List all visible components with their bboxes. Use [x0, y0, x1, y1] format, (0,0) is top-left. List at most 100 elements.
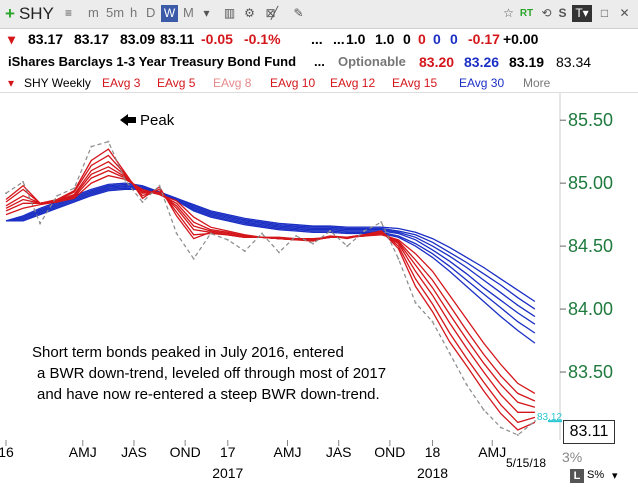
- price-point: [414, 301, 417, 304]
- price-point: [346, 245, 349, 248]
- legend-caret-icon[interactable]: ▾: [8, 76, 15, 90]
- price-point: [22, 180, 25, 183]
- y-tick-label: 84.50: [568, 236, 613, 256]
- blue-ema-group: [5, 182, 536, 344]
- x-axis: 16 AMJ JAS OND 17 AMJ JAS OND 18 AMJ 2017 2018: [0, 440, 506, 481]
- x-tick-label: 18: [425, 444, 441, 460]
- legend-eavg-8[interactable]: EAvg 8: [213, 76, 252, 90]
- scan-icon[interactable]: S: [558, 6, 567, 20]
- percent-button[interactable]: S%: [587, 469, 605, 481]
- prev-price: 83.34: [556, 54, 592, 70]
- price-point: [329, 230, 332, 232]
- series-line-red: [5, 174, 536, 394]
- close-icon[interactable]: ✕: [619, 6, 630, 20]
- price-point: [260, 232, 263, 235]
- series-line-price: [5, 140, 536, 436]
- x-tick-label: OND: [170, 444, 201, 460]
- symbol-field[interactable]: + SHY: [5, 4, 54, 24]
- series-line-blue: [5, 182, 536, 344]
- name-dots: ...: [314, 54, 325, 69]
- price-point: [107, 140, 110, 143]
- legend-eavg-15[interactable]: EAvg 15: [392, 76, 438, 90]
- quote-net: -0.17: [468, 31, 500, 47]
- peak-arrow-icon: [120, 114, 136, 126]
- pencil-icon[interactable]: ✎: [293, 6, 304, 20]
- add-icon[interactable]: +: [5, 4, 15, 23]
- t-menu-icon[interactable]: T▾: [572, 5, 592, 22]
- price-point: [363, 230, 366, 232]
- legend-more[interactable]: More: [523, 76, 551, 90]
- toolbar: + SHY ≡ m 5m h D W M ▾ ▥ ⚙ ⊠ ╱ ✎ ☆ RT ⟲ S…: [0, 0, 638, 29]
- quote-open: 83.17: [28, 31, 64, 47]
- interval-m[interactable]: m: [88, 5, 99, 20]
- price-point: [397, 257, 400, 260]
- ask-price: 83.26: [464, 54, 500, 70]
- legend-eavg-30[interactable]: EAvg 30: [459, 76, 505, 90]
- legend-eavg-3[interactable]: EAvg 3: [102, 76, 141, 90]
- symbol-label: SHY: [18, 4, 54, 23]
- optionable-label: Optionable: [338, 54, 406, 69]
- annotation-line-2: a BWR down-trend, leveled off through mo…: [37, 365, 387, 382]
- quote-z1: 0: [403, 31, 411, 47]
- crosshair-icon[interactable]: ⊠: [265, 6, 276, 20]
- price-point: [277, 251, 280, 254]
- last-price-box: 83.11: [563, 420, 615, 444]
- price-point: [141, 201, 144, 204]
- quote-z3: 0: [433, 31, 441, 47]
- price-point: [312, 242, 315, 245]
- log-button[interactable]: L: [570, 469, 584, 483]
- year-label: 2018: [417, 465, 448, 481]
- x-tick-label: AMJ: [69, 444, 97, 460]
- y-tick-label: 83.50: [568, 362, 613, 382]
- date-label: 5/15/18: [506, 456, 547, 470]
- quote-dots-2: ...: [333, 31, 345, 47]
- quote-row: ▾ 83.17 83.17 83.09 83.11 -0.05 -0.1% ..…: [0, 28, 638, 50]
- last-price: 83.19: [509, 54, 545, 70]
- price-chart[interactable]: 83.50 84.00 84.50 85.00 85.50 16 AMJ JAS OND 17 A…: [0, 93, 638, 487]
- price-point: [533, 420, 536, 423]
- chevron-down-icon[interactable]: ▾: [203, 6, 210, 20]
- price-point: [124, 179, 127, 182]
- interval-m-month[interactable]: M: [183, 5, 194, 20]
- price-point: [209, 232, 212, 235]
- price-point: [499, 426, 502, 429]
- price-point: [158, 184, 161, 187]
- interval-w[interactable]: W: [161, 5, 178, 22]
- interval-5m[interactable]: 5m: [106, 5, 125, 20]
- price-point: [516, 434, 519, 436]
- x-tick-label: 17: [220, 444, 236, 460]
- price-point: [465, 383, 468, 386]
- legend-eavg-10[interactable]: EAvg 10: [270, 76, 316, 90]
- star-icon[interactable]: ☆: [503, 6, 514, 20]
- settings-icon[interactable]: ⚙: [244, 6, 255, 20]
- series-line-blue: [6, 188, 536, 303]
- rt-icon[interactable]: RT: [519, 8, 534, 19]
- bar-chart-icon[interactable]: ▥: [223, 6, 236, 20]
- x-tick-label: 16: [0, 444, 14, 460]
- draw-line-icon[interactable]: ╱: [270, 6, 279, 20]
- y-tick-label: 84.00: [568, 299, 613, 319]
- peak-label: Peak: [140, 112, 175, 129]
- legend-shy-weekly[interactable]: SHY Weekly: [24, 76, 91, 90]
- caret-icon: ▾: [8, 31, 16, 47]
- interval-d[interactable]: D: [146, 5, 156, 20]
- quote-z4: 0: [450, 31, 458, 47]
- quote-v2: 1.0: [375, 31, 395, 47]
- annotation-line-1: Short term bonds peaked in July 2016, en…: [32, 344, 344, 361]
- x-tick-label: AMJ: [274, 444, 302, 460]
- x-tick-label: OND: [374, 444, 405, 460]
- price-point: [175, 232, 178, 235]
- legend-eavg-5[interactable]: EAvg 5: [157, 76, 196, 90]
- quote-high: 83.17: [74, 31, 110, 47]
- legend-eavg-12[interactable]: EAvg 12: [330, 76, 376, 90]
- quote-low: 83.09: [120, 31, 156, 47]
- down-arrow-icon[interactable]: ▾: [612, 470, 618, 482]
- price-point: [192, 257, 195, 260]
- interval-h[interactable]: h: [130, 5, 138, 20]
- fund-name: iShares Barclays 1-3 Year Treasury Bond …: [8, 54, 297, 69]
- price-point: [90, 145, 93, 148]
- share-icon[interactable]: ⟲: [541, 6, 552, 20]
- maximize-icon[interactable]: □: [600, 6, 609, 20]
- bid-price: 83.20: [419, 54, 455, 70]
- list-icon[interactable]: ≡: [64, 6, 72, 20]
